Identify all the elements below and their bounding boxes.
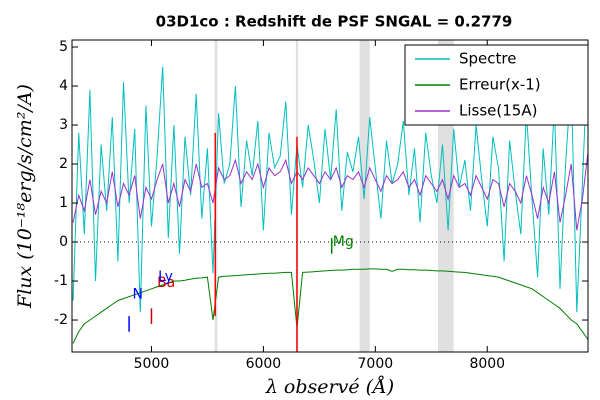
series-line [72,152,588,231]
x-tick-label: 5000 [134,356,170,372]
legend-label: Lisse(15A) [459,102,537,120]
series-line [72,268,588,344]
x-tick-label: 8000 [469,356,505,372]
y-tick-label: 2 [59,156,68,172]
y-tick-label: 1 [59,195,68,211]
annotation: N [132,287,142,303]
y-tick-label: 4 [59,78,68,94]
chart-title: 03D1co : Redshift de PSF SNGAL = 0.2779 [156,13,513,31]
legend-label: Spectre [459,50,516,68]
y-axis-label: Flux (10⁻¹⁸erg/s/cm²/A) [14,84,36,309]
legend-label: Erreur(x-1) [459,76,541,94]
y-tick-label: 5 [59,39,68,55]
x-tick-label: 7000 [358,356,394,372]
x-tick-label: 6000 [246,356,282,372]
annotation: Mg [333,234,354,250]
annotation: Ly [158,269,173,285]
y-tick-label: 3 [59,117,68,133]
plot-frame [71,39,589,353]
x-axis-label: λ observé (Å) [265,376,394,398]
annotation: Ba [157,275,175,291]
y-tick-label: -2 [54,312,68,328]
y-tick-label: 0 [59,234,68,250]
y-tick-label: -1 [54,273,68,289]
